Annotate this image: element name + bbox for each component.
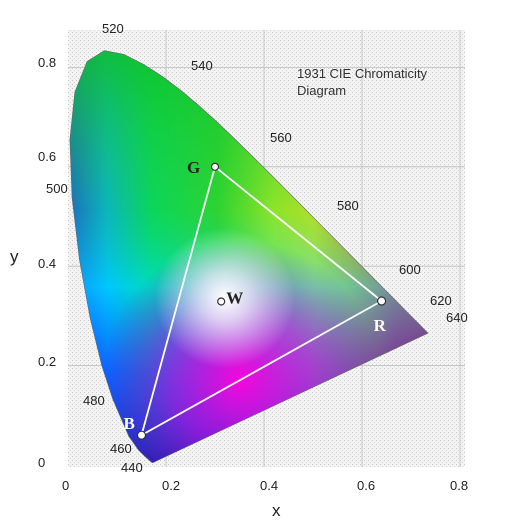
- diagram-title-line-1: 1931 CIE Chromaticity: [297, 66, 428, 81]
- y-tick-label: 0: [38, 455, 45, 470]
- wavelength-label: 440: [121, 460, 143, 475]
- y-tick-label: 0.2: [38, 354, 56, 369]
- x-tick-label: 0.4: [260, 478, 278, 493]
- wavelength-label: 480: [83, 393, 105, 408]
- x-tick-label: 0: [62, 478, 69, 493]
- x-tick-label: 0.8: [450, 478, 468, 493]
- y-tick-label: 0.8: [38, 55, 56, 70]
- wavelength-label: 500: [46, 181, 68, 196]
- y-axis-label: y: [10, 247, 19, 266]
- diagram-title-line-2: Diagram: [297, 83, 346, 98]
- blue-primary-point: [136, 430, 147, 440]
- green-primary-label: G: [187, 158, 200, 177]
- wavelength-label: 640: [446, 310, 468, 325]
- y-tick-label: 0.6: [38, 149, 56, 164]
- spectral-locus-outline: [69, 50, 429, 463]
- x-tick-label: 0.2: [162, 478, 180, 493]
- wavelength-label: 620: [430, 293, 452, 308]
- red-primary-point: [377, 296, 387, 306]
- y-tick-label: 0.4: [38, 256, 56, 271]
- wavelength-label: 560: [270, 130, 292, 145]
- white-point-label: W: [226, 289, 243, 308]
- wavelength-label: 540: [191, 58, 213, 73]
- wavelength-label: 600: [399, 262, 421, 277]
- green-primary-point: [210, 162, 220, 171]
- x-tick-label: 0.6: [357, 478, 375, 493]
- x-axis-label: x: [272, 501, 281, 520]
- wavelength-label: 580: [337, 198, 359, 213]
- gamut-triangle: [140, 165, 384, 438]
- wavelength-label: 460: [110, 441, 132, 456]
- white-point: [217, 297, 226, 306]
- red-primary-label: R: [374, 316, 387, 335]
- wavelength-label: 520: [102, 21, 124, 36]
- blue-primary-label: B: [124, 414, 135, 433]
